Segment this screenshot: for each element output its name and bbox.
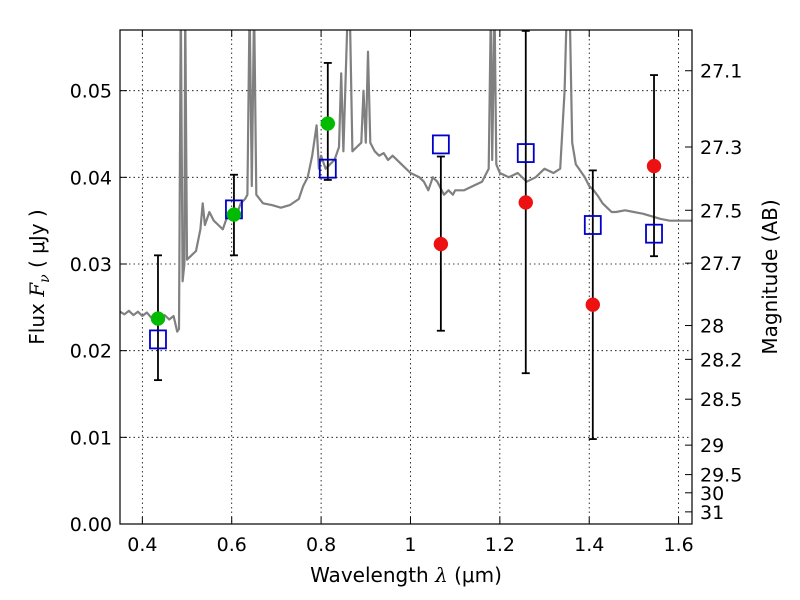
y-right-tick-label: 27.1 [700, 61, 742, 83]
y-right-tick-label: 29 [700, 435, 724, 457]
model-square-marker [645, 223, 663, 244]
x-tick-label: 1.6 [663, 534, 693, 556]
y-tick-label: 0.01 [70, 427, 112, 449]
y-right-tick-label: 31 [700, 502, 724, 524]
y-right-tick-label: 27.7 [700, 253, 742, 275]
observed-flux-marker [320, 116, 336, 131]
spectrum-line [120, 30, 692, 333]
x-tick-label: 1.4 [574, 534, 604, 556]
x-tick-label: 0.4 [127, 534, 157, 556]
y-right-tick-label: 29.5 [700, 465, 742, 487]
observed-flux-marker [646, 158, 662, 174]
observed-flux-marker [150, 311, 166, 326]
x-tick-label: 0.8 [306, 534, 336, 556]
y-tick-label: 0.04 [70, 167, 112, 189]
data-markers [149, 116, 663, 350]
y-axis-right-label: Magnitude (AB) [758, 199, 782, 354]
model-square-marker [516, 143, 535, 163]
model-square-marker [431, 134, 450, 155]
y-right-tick-label: 30 [700, 483, 724, 505]
x-axis-label: Wavelength λ (μm) [310, 563, 502, 587]
plot-frame [119, 29, 693, 525]
y-tick-label: 0.02 [70, 341, 112, 363]
y-tick-label: 0.03 [70, 254, 112, 276]
spectrum-layer [120, 30, 692, 333]
observed-flux-marker [585, 297, 601, 312]
y-right-tick-label: 28.2 [700, 349, 742, 371]
y-right-tick-label: 28.5 [700, 389, 742, 411]
y-right-tick-label: 27.5 [700, 200, 742, 222]
plot-background [120, 30, 692, 524]
model-square-marker [583, 215, 602, 235]
observed-flux-marker [226, 207, 242, 222]
x-axis: 0.4 0.6 0.8 1 1.2 1.4 1.6 [127, 30, 694, 556]
x-tick-label: 1 [404, 534, 416, 556]
model-square-marker [149, 329, 167, 350]
observed-flux-marker [433, 236, 449, 252]
y-axis-label: Flux Fν ( μJy ) [25, 209, 53, 344]
y-axis-left: 0.00 0.01 0.02 0.03 0.04 0.05 [70, 81, 127, 536]
y-right-tick-label: 27.3 [700, 137, 742, 159]
y-right-tick-label: 28 [700, 316, 724, 338]
y-tick-label: 0.05 [70, 81, 112, 103]
y-tick-label: 0.00 [70, 514, 112, 536]
x-tick-label: 1.2 [485, 534, 515, 556]
model-square-marker [318, 158, 337, 179]
observed-flux-marker [518, 195, 534, 210]
x-tick-label: 0.6 [217, 534, 247, 556]
